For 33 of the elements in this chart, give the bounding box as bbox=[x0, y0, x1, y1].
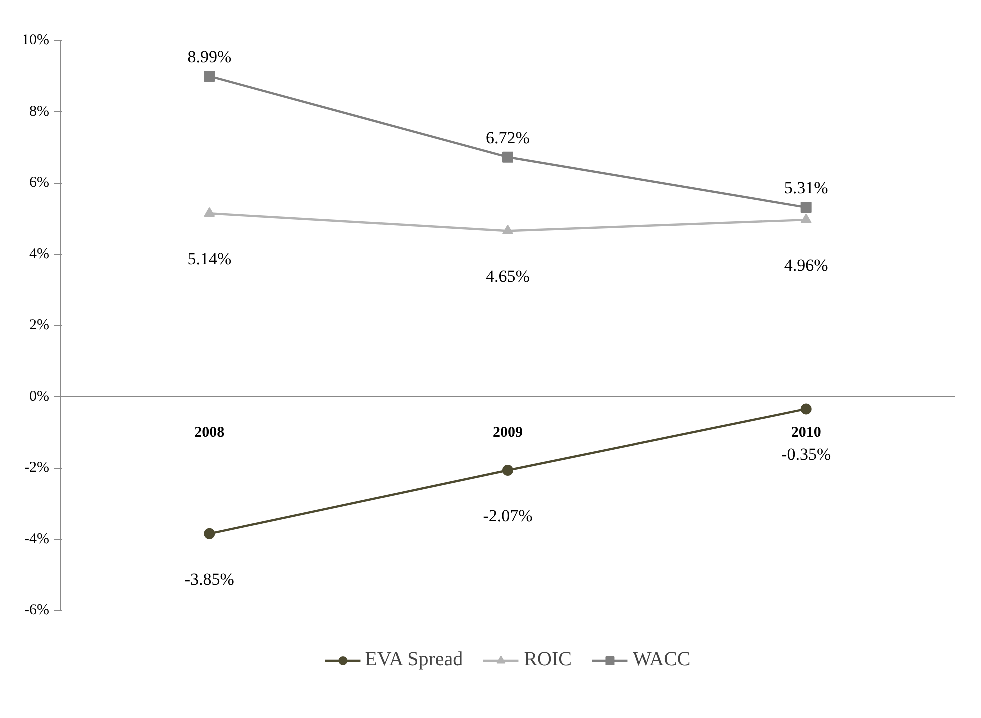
y-tick-label: 2% bbox=[30, 318, 50, 334]
data-label: -3.85% bbox=[184, 570, 234, 589]
legend-label: ROIC bbox=[524, 648, 572, 672]
y-tick-label: 6% bbox=[30, 175, 50, 191]
legend-label: EVA Spread bbox=[365, 648, 464, 672]
data-label: 5.14% bbox=[188, 250, 232, 269]
y-tick-label: -6% bbox=[24, 602, 50, 618]
point bbox=[204, 528, 216, 540]
y-tick-label: 0% bbox=[30, 388, 50, 405]
y-tick-label: 10% bbox=[22, 32, 50, 48]
y-tick-label: 8% bbox=[30, 104, 50, 120]
data-label: 4.65% bbox=[486, 267, 530, 286]
point bbox=[204, 70, 216, 82]
data-label: 6.72% bbox=[486, 128, 530, 148]
data-label: 4.96% bbox=[784, 256, 828, 276]
y-tick-label: -4% bbox=[24, 531, 50, 548]
data-label: 8.99% bbox=[188, 47, 232, 66]
data-label: -0.35% bbox=[782, 445, 832, 464]
legend-label: WACC bbox=[632, 648, 691, 672]
x-tick-label: 2008 bbox=[194, 424, 225, 441]
point bbox=[800, 202, 812, 214]
data-label: 5.31% bbox=[784, 178, 828, 198]
point bbox=[502, 465, 514, 476]
x-tick-label: 2010 bbox=[791, 424, 822, 441]
point bbox=[800, 214, 812, 224]
point bbox=[502, 224, 514, 234]
data-label: -2.07% bbox=[483, 506, 533, 526]
point bbox=[204, 207, 216, 218]
point bbox=[800, 404, 812, 415]
y-tick-label: 4% bbox=[30, 246, 50, 262]
y-tick-label: -2% bbox=[24, 460, 50, 476]
x-tick-label: 2009 bbox=[493, 424, 523, 441]
point bbox=[502, 152, 514, 163]
